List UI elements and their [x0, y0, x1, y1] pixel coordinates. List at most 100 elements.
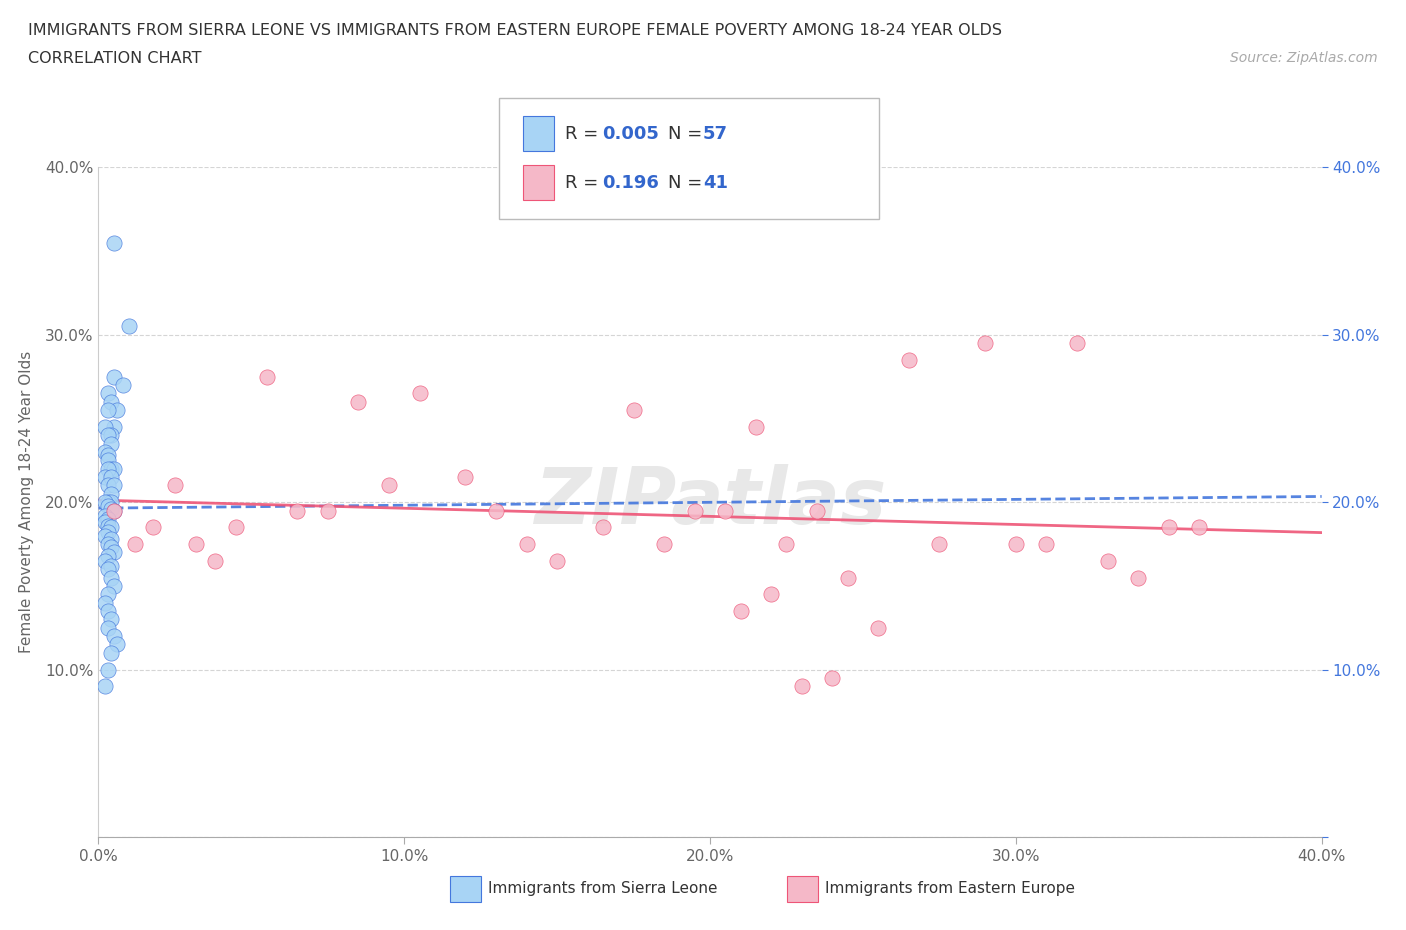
Text: Immigrants from Eastern Europe: Immigrants from Eastern Europe: [825, 881, 1076, 896]
Point: [97, 518, 120, 533]
Point: [93, 595, 115, 610]
Point: [97, 448, 120, 463]
Point: [100, 501, 122, 516]
Point: [100, 470, 122, 485]
Point: [256, 369, 278, 384]
Point: [97, 604, 120, 618]
Point: [93, 528, 115, 543]
Point: [97, 495, 120, 510]
Point: [93, 679, 115, 694]
Text: Source: ZipAtlas.com: Source: ZipAtlas.com: [1230, 51, 1378, 65]
Point: [100, 540, 122, 555]
Point: [100, 486, 122, 501]
Point: [100, 645, 122, 660]
Point: [142, 520, 165, 535]
Point: [97, 461, 120, 476]
Point: [103, 503, 125, 518]
Point: [790, 679, 813, 694]
Point: [97, 620, 120, 635]
Point: [347, 394, 370, 409]
Point: [124, 537, 146, 551]
Point: [105, 637, 128, 652]
Point: [103, 629, 125, 644]
Point: [97, 512, 120, 526]
Point: [928, 537, 950, 551]
Point: [100, 495, 122, 510]
Point: [103, 461, 125, 476]
Point: [454, 470, 477, 485]
Point: [93, 553, 115, 568]
Point: [759, 587, 782, 602]
Point: [868, 620, 890, 635]
Point: [100, 558, 122, 573]
Point: [93, 508, 115, 523]
Point: [103, 578, 125, 593]
Point: [100, 436, 122, 451]
Text: R =: R =: [565, 125, 605, 142]
Point: [1035, 537, 1057, 551]
Point: [97, 537, 120, 551]
Point: [806, 503, 828, 518]
Text: 57: 57: [703, 125, 728, 142]
Point: [745, 419, 768, 434]
Point: [93, 470, 115, 485]
Text: 0.005: 0.005: [602, 125, 658, 142]
Point: [100, 520, 122, 535]
Point: [775, 537, 797, 551]
Point: [714, 503, 737, 518]
Point: [118, 319, 141, 334]
Point: [1157, 520, 1180, 535]
Point: [100, 532, 122, 547]
Point: [97, 662, 120, 677]
Text: Immigrants from Sierra Leone: Immigrants from Sierra Leone: [488, 881, 717, 896]
Point: [93, 445, 115, 459]
Text: N =: N =: [668, 174, 707, 192]
Point: [100, 461, 122, 476]
Point: [97, 498, 120, 513]
Point: [821, 671, 844, 685]
Point: [97, 525, 120, 539]
Point: [225, 520, 247, 535]
Point: [97, 403, 120, 418]
Point: [103, 545, 125, 560]
Text: CORRELATION CHART: CORRELATION CHART: [28, 51, 201, 66]
Point: [378, 478, 401, 493]
Point: [103, 478, 125, 493]
Text: N =: N =: [668, 125, 707, 142]
Point: [93, 515, 115, 530]
Text: R =: R =: [565, 174, 605, 192]
Point: [285, 503, 308, 518]
Point: [623, 403, 645, 418]
Point: [105, 403, 128, 418]
Point: [163, 478, 186, 493]
Point: [1188, 520, 1211, 535]
Point: [97, 386, 120, 401]
Point: [897, 352, 920, 367]
Point: [93, 419, 115, 434]
Text: ZIPatlas: ZIPatlas: [534, 464, 886, 540]
Point: [100, 570, 122, 585]
Text: IMMIGRANTS FROM SIERRA LEONE VS IMMIGRANTS FROM EASTERN EUROPE FEMALE POVERTY AM: IMMIGRANTS FROM SIERRA LEONE VS IMMIGRAN…: [28, 23, 1002, 38]
Point: [485, 503, 508, 518]
Point: [683, 503, 706, 518]
Point: [111, 378, 134, 392]
Point: [652, 537, 675, 551]
Point: [1128, 570, 1150, 585]
Point: [103, 503, 125, 518]
Point: [100, 428, 122, 443]
Point: [97, 478, 120, 493]
Point: [1004, 537, 1026, 551]
Point: [974, 336, 997, 351]
Point: [103, 419, 125, 434]
Point: [97, 562, 120, 577]
Point: [186, 537, 208, 551]
Point: [546, 553, 568, 568]
Point: [100, 394, 122, 409]
Point: [100, 612, 122, 627]
Point: [103, 369, 125, 384]
Point: [1097, 553, 1119, 568]
Point: [97, 549, 120, 564]
Text: 0.196: 0.196: [602, 174, 658, 192]
Point: [730, 604, 752, 618]
Point: [592, 520, 614, 535]
